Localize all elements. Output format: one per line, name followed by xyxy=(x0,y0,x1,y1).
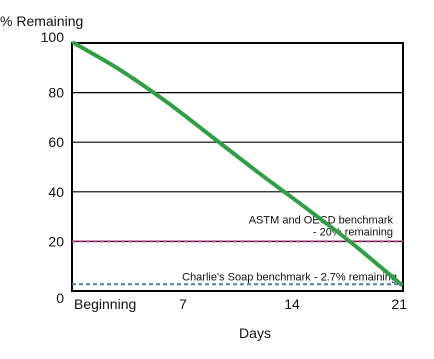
series-line xyxy=(72,41,403,287)
y-tick-labels: 0 20 40 60 80 100 xyxy=(41,29,65,306)
x-tick-label: 21 xyxy=(391,296,407,312)
plot-frame xyxy=(71,42,404,292)
y-tick-label: 40 xyxy=(48,184,64,200)
reference-lines: Charlie's Soap benchmark - 2.7% remainin… xyxy=(72,214,403,286)
rotated-figure: Charlie's Soap benchmark - 2.7% remainin… xyxy=(0,13,407,341)
reference-label: - 20% remaining xyxy=(313,226,393,238)
y-axis-title: % Remaining xyxy=(0,13,83,29)
x-axis-title: Days xyxy=(239,325,271,341)
y-tick-label: 80 xyxy=(48,85,64,101)
reference-label: Charlie's Soap benchmark - 2.7% remainin… xyxy=(182,271,397,283)
series-layer xyxy=(72,41,403,287)
x-tick-labels: Beginning 7 14 21 xyxy=(74,296,407,312)
y-tick-label: 0 xyxy=(56,290,64,306)
y-tick-label: 60 xyxy=(48,134,64,150)
x-tick-label: 14 xyxy=(284,296,300,312)
y-tick-label: 100 xyxy=(41,29,65,45)
x-tick-label: Beginning xyxy=(74,296,136,312)
y-tick-label: 20 xyxy=(48,233,64,249)
x-tick-label: 7 xyxy=(179,296,187,312)
